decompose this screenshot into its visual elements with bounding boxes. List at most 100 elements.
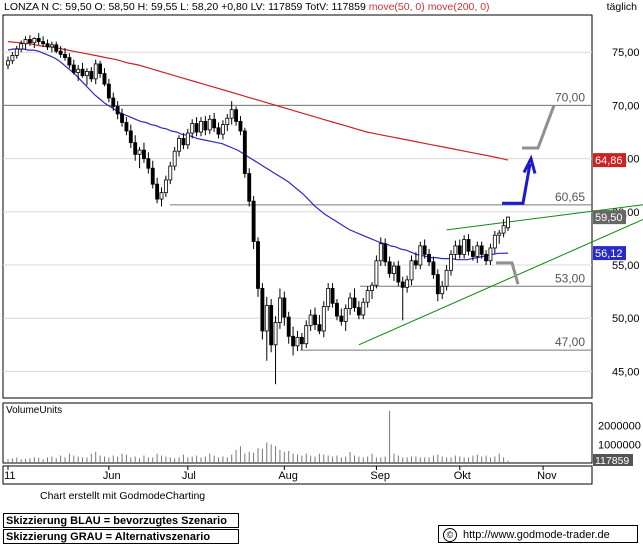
- candle-body: [409, 260, 414, 281]
- x-tick-label: '11: [2, 470, 16, 482]
- volume-badge-label: 117859: [595, 455, 629, 467]
- candle-body: [137, 149, 142, 155]
- candle-body: [256, 241, 260, 289]
- x-tick-label: Jul: [182, 470, 196, 482]
- candle-body: [111, 97, 116, 107]
- candle-body: [317, 324, 322, 332]
- blue-scenario-arrow: [502, 154, 537, 205]
- candle-body: [54, 44, 59, 52]
- value-badge: [593, 246, 626, 261]
- candle-body: [150, 167, 155, 185]
- grey-scenario-note: Skizzierung GRAU = Alternativszenario: [3, 529, 239, 544]
- value-badge-label: 59,50: [595, 212, 623, 224]
- candle-body: [383, 243, 388, 263]
- candle-body: [400, 281, 405, 288]
- grey-scenario-up: [522, 104, 556, 150]
- candle-body: [27, 39, 32, 44]
- candle-body: [115, 106, 120, 115]
- candle-body: [128, 130, 133, 144]
- candle-body: [142, 149, 146, 160]
- candle-body: [392, 265, 396, 274]
- ma50-line: [7, 48, 509, 261]
- candle-body: [203, 120, 208, 131]
- source-url-box[interactable]: © http://www.godmode-trader.de: [438, 525, 638, 543]
- copyright-icon: ©: [443, 528, 457, 543]
- candle-body: [76, 68, 81, 73]
- candle-body: [356, 307, 361, 316]
- candle-body: [71, 64, 76, 73]
- candle-body: [168, 165, 173, 181]
- candle-body: [159, 192, 164, 200]
- value-badge-label: 56,12: [595, 248, 623, 260]
- candle-body: [45, 43, 50, 48]
- volume-badge: [593, 454, 633, 466]
- candle-body: [172, 150, 177, 167]
- volume-label: VolumeUnits: [6, 405, 62, 416]
- x-tick-label: Sep: [370, 470, 390, 482]
- candle-body: [93, 63, 98, 80]
- candle-body: [225, 117, 230, 125]
- candle-body: [155, 183, 160, 200]
- candle-body: [479, 245, 484, 255]
- candle-body: [330, 288, 335, 304]
- candle-body: [304, 325, 309, 345]
- candle-body: [321, 306, 326, 332]
- candle-body: [163, 179, 168, 194]
- ma200-line: [7, 41, 509, 161]
- candle-body: [120, 113, 124, 123]
- candle-body: [343, 308, 348, 322]
- candle-body: [80, 68, 85, 77]
- candle-body: [10, 55, 15, 62]
- candle-body: [295, 336, 300, 347]
- candle-body: [418, 245, 423, 266]
- candle-body: [220, 124, 225, 135]
- candle-body: [98, 63, 103, 74]
- candle-body: [32, 38, 37, 44]
- chart-credit: Chart erstellt mit GodmodeCharting: [40, 490, 206, 502]
- candle-body: [291, 335, 296, 347]
- candle-body: [299, 336, 304, 345]
- candle-body: [427, 253, 431, 263]
- candle-body: [146, 158, 151, 169]
- candle-body: [264, 305, 269, 332]
- candle-body: [462, 239, 467, 255]
- candle-body: [282, 297, 287, 318]
- grey-scenario-down: [496, 261, 520, 285]
- candle-body: [470, 250, 475, 257]
- level-label: 70,00: [555, 90, 585, 104]
- candle-body: [488, 247, 493, 262]
- chart-header: LONZA N C: 59,50 O: 58,50 H: 59,55 L: 58…: [4, 1, 490, 13]
- candle-body: [36, 38, 41, 42]
- candle-body: [444, 269, 449, 287]
- candle-body: [431, 261, 436, 275]
- source-url[interactable]: http://www.godmode-trader.de: [463, 529, 610, 541]
- blue-scenario-note: Skizzierung BLAU = bevorzugtes Szenario: [3, 513, 239, 528]
- y-tick-label: 75,00: [612, 47, 640, 59]
- volume-tick-label: 1000000: [598, 439, 641, 451]
- price-panel: 45,0050,0055,0060,0065,0070,0075,0070,00…: [2, 14, 643, 399]
- candle-body: [133, 142, 138, 155]
- candle-body: [207, 118, 212, 131]
- candle-body: [339, 315, 344, 322]
- candle-body: [89, 70, 94, 80]
- candle-body: [308, 314, 313, 327]
- x-axis-frame: [2, 465, 593, 485]
- y-tick-label: 55,00: [612, 260, 640, 272]
- level-label: 60,65: [555, 190, 585, 204]
- level-label: 47,00: [555, 335, 585, 349]
- candle-body: [199, 120, 203, 133]
- candle-body: [492, 234, 497, 249]
- candle-body: [501, 225, 506, 234]
- candle-body: [102, 73, 107, 85]
- value-badge: [593, 153, 626, 168]
- candle-body: [313, 314, 317, 325]
- candle-body: [449, 253, 453, 271]
- y-tick-label: 50,00: [612, 313, 640, 325]
- candle-body: [370, 284, 374, 291]
- candle-body: [435, 274, 440, 295]
- candle-body: [238, 120, 243, 132]
- candle-body: [85, 70, 89, 77]
- candle-body: [67, 57, 72, 66]
- candle-body: [326, 288, 331, 307]
